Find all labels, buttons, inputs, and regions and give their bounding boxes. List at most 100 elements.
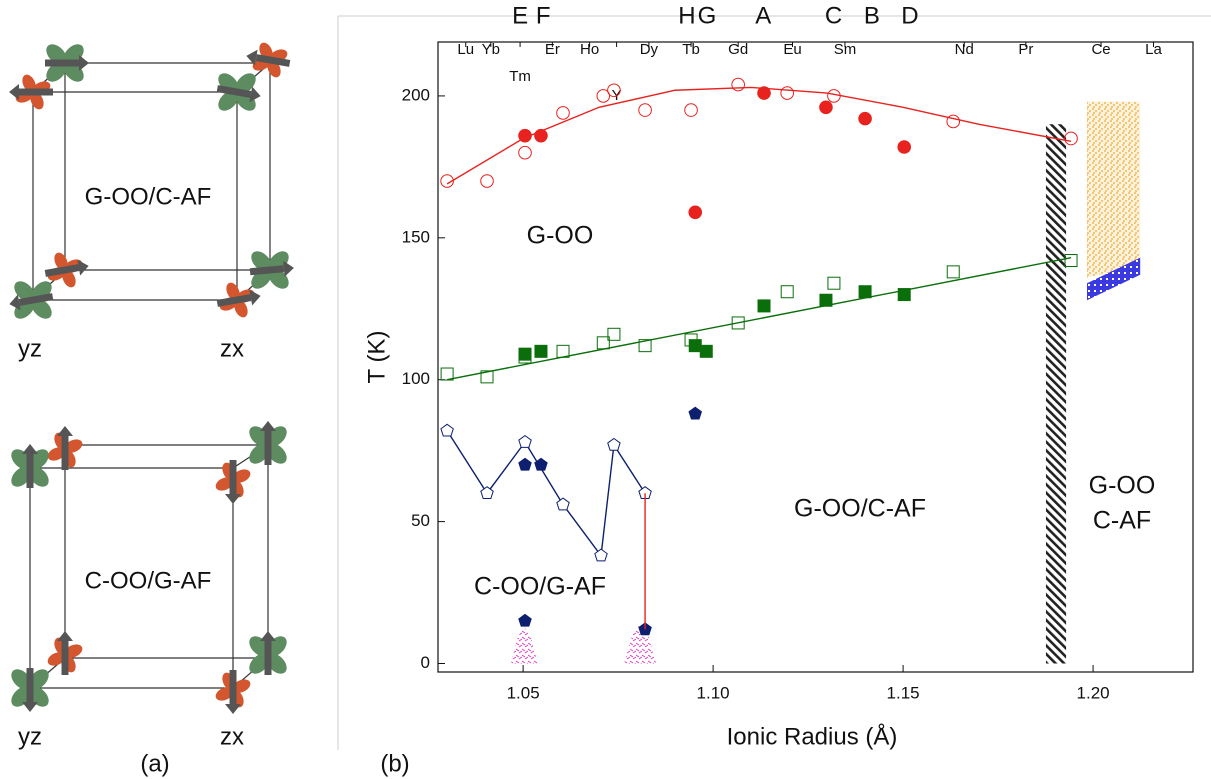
element-label: Ce xyxy=(1091,41,1110,58)
spin-arrow xyxy=(246,49,291,67)
orbital-label: yz xyxy=(18,723,42,750)
marker xyxy=(858,285,872,299)
panel-label: G-OO/C-AF xyxy=(85,183,212,210)
sample-letter: C xyxy=(825,2,842,29)
element-label: Tb xyxy=(682,41,700,58)
x-tick-label: 1.10 xyxy=(697,683,730,702)
marker xyxy=(780,285,794,299)
marker xyxy=(688,406,703,420)
region-label: C-OO/G-AF xyxy=(474,573,606,601)
spin-arrow xyxy=(57,631,73,675)
spin-arrow xyxy=(22,444,38,488)
marker xyxy=(1064,131,1078,146)
element-label: Dy xyxy=(640,41,659,58)
line xyxy=(446,256,1072,381)
element-label: Yb xyxy=(482,41,500,58)
marker xyxy=(699,344,713,358)
marker xyxy=(534,344,548,358)
region-label: C-AF xyxy=(1093,507,1151,535)
marker xyxy=(757,86,771,100)
x-tick-label: 1.05 xyxy=(507,683,540,702)
marker xyxy=(440,174,454,188)
marker xyxy=(556,106,570,120)
marker xyxy=(480,370,494,384)
spin-arrow xyxy=(9,293,54,311)
sample-letter: D xyxy=(901,2,918,29)
caption: (a) xyxy=(140,750,169,777)
marker xyxy=(594,548,608,562)
marker xyxy=(607,327,621,341)
spin-arrow xyxy=(44,259,89,277)
element-label: Er xyxy=(545,41,560,58)
region xyxy=(1086,257,1141,301)
orbital-label: zx xyxy=(220,335,244,362)
marker xyxy=(440,367,454,381)
spin-arrow xyxy=(260,631,276,675)
marker xyxy=(731,316,745,330)
marker xyxy=(827,89,841,103)
sample-letter: H xyxy=(678,2,695,29)
y-tick-label: 100 xyxy=(402,369,430,388)
element-label: Ho xyxy=(580,41,599,58)
marker xyxy=(607,437,621,451)
spin-arrow xyxy=(225,460,241,504)
region-label: G-OO xyxy=(1089,472,1156,500)
y-tick-label: 200 xyxy=(402,85,430,104)
marker xyxy=(440,423,454,437)
marker xyxy=(780,86,794,100)
x-tick-label: 1.15 xyxy=(887,683,920,702)
spin-arrow xyxy=(225,670,241,714)
marker xyxy=(556,497,570,511)
spin-arrow xyxy=(45,55,89,71)
element-label: Gd xyxy=(728,41,748,58)
marker xyxy=(480,174,494,188)
plot-frame xyxy=(437,41,1194,673)
marker xyxy=(946,114,961,129)
spin-arrow xyxy=(9,84,53,100)
element-label: Eu xyxy=(783,41,801,58)
marker xyxy=(518,435,532,448)
marker xyxy=(827,276,841,290)
marker xyxy=(518,347,532,361)
spin-arrow xyxy=(260,421,276,465)
y-tick-label: 150 xyxy=(402,227,430,246)
orbitals xyxy=(9,42,294,714)
region-label: G-OO/C-AF xyxy=(794,495,926,523)
marker xyxy=(946,265,960,279)
sample-letter: E xyxy=(512,2,528,29)
marker xyxy=(819,100,833,115)
marker xyxy=(607,83,621,98)
region xyxy=(1045,124,1067,664)
element-label: Pr xyxy=(1018,41,1033,58)
sample-letter: F xyxy=(536,2,551,29)
marker xyxy=(684,103,698,117)
spin-arrow xyxy=(57,426,73,470)
sample-letter: B xyxy=(864,2,880,29)
marker xyxy=(638,339,652,353)
y-axis-label: T (K) xyxy=(363,331,390,384)
y-tick-label: 0 xyxy=(421,653,430,672)
marker xyxy=(596,89,611,103)
element-label: Lu xyxy=(457,41,474,58)
orbital-label: yz xyxy=(18,335,42,362)
x-axis-label: Ionic Radius (Å) xyxy=(727,722,898,750)
panel-label: C-OO/G-AF xyxy=(85,567,212,594)
sample-letter: A xyxy=(755,2,771,29)
element-label: Nd xyxy=(955,41,974,58)
marker xyxy=(757,299,771,313)
region xyxy=(1086,101,1141,278)
element-label: Tm xyxy=(509,68,531,85)
spin-arrow xyxy=(216,85,261,103)
marker xyxy=(518,613,532,627)
marker xyxy=(480,486,494,499)
spin-arrow xyxy=(249,260,294,277)
spin-arrow xyxy=(216,289,261,307)
line xyxy=(446,86,1072,185)
marker xyxy=(731,77,745,92)
marker xyxy=(638,103,652,117)
region-label: G-OO xyxy=(527,222,594,250)
marker xyxy=(518,457,532,471)
